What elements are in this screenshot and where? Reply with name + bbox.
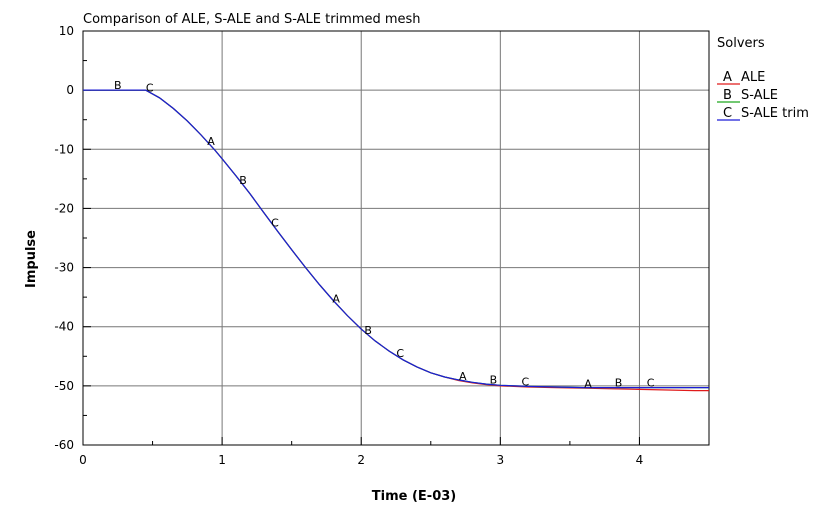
series-marker-label: C xyxy=(146,81,154,94)
y-axis-label: Impulse xyxy=(24,230,39,288)
axis-ticks: 0 1 2 3 4 10 0 -10 -20 -30 -40 -50 -60 xyxy=(54,24,643,467)
series-marker-label: C xyxy=(396,347,404,360)
series-lines xyxy=(83,89,709,392)
y-tick-label: -50 xyxy=(54,379,74,393)
chart-title: Comparison of ALE, S-ALE and S-ALE trimm… xyxy=(83,12,421,27)
legend-title: Solvers xyxy=(717,36,765,51)
legend-marker: B xyxy=(723,88,732,103)
series-marker-label: A xyxy=(332,293,340,306)
series-marker-label: B xyxy=(364,324,372,337)
y-tick-label: -30 xyxy=(54,261,74,275)
series-marker-label: B xyxy=(114,79,122,92)
x-tick-label: 0 xyxy=(79,453,87,467)
y-tick-label: -10 xyxy=(54,142,74,156)
y-tick-label: -60 xyxy=(54,438,74,452)
series-marker-label: B xyxy=(239,174,247,187)
series-markers: A A A A B B B B B C C C C C xyxy=(114,79,655,390)
gridlines xyxy=(83,31,709,445)
series-marker-label: A xyxy=(207,135,215,148)
x-tick-label: 3 xyxy=(497,453,505,467)
legend-marker: A xyxy=(723,70,732,85)
y-tick-label: -40 xyxy=(54,320,74,334)
x-tick-label: 1 xyxy=(218,453,226,467)
series-marker-label: C xyxy=(647,377,655,390)
series-marker-label: A xyxy=(584,377,592,390)
legend: A ALE B S-ALE C S-ALE trim xyxy=(717,70,809,121)
series-marker-label: C xyxy=(522,375,530,388)
series-marker-label: B xyxy=(490,374,498,387)
y-tick-label: 10 xyxy=(59,24,74,38)
legend-marker: C xyxy=(723,106,732,121)
series-marker-label: B xyxy=(615,377,623,390)
legend-label: S-ALE xyxy=(741,88,778,103)
y-tick-label: -20 xyxy=(54,201,74,215)
y-tick-label: 0 xyxy=(66,83,74,97)
series-marker-label: A xyxy=(459,370,467,383)
legend-label: ALE xyxy=(741,70,765,85)
series-line-1 xyxy=(83,89,709,392)
x-axis-label: Time (E-03) xyxy=(372,489,456,504)
series-line-2 xyxy=(83,89,709,389)
series-line-3 xyxy=(83,89,709,389)
series-marker-label: C xyxy=(271,217,279,230)
x-tick-label: 4 xyxy=(636,453,644,467)
legend-label: S-ALE trim xyxy=(741,106,809,121)
x-tick-label: 2 xyxy=(357,453,365,467)
